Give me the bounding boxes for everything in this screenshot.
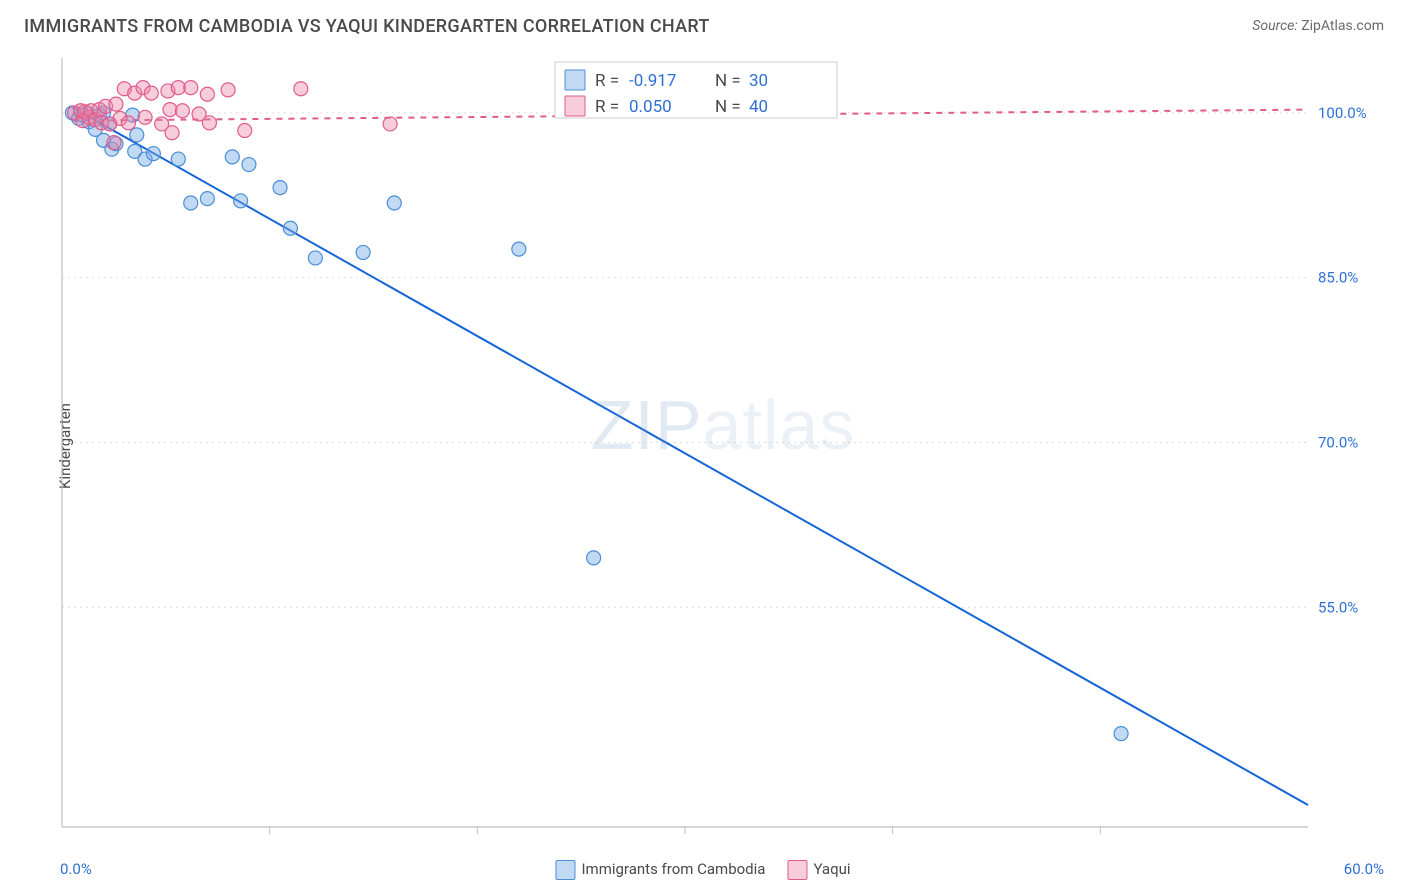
legend-swatch-cambodia	[555, 860, 575, 880]
x-axis-end-label: 60.0%	[1344, 860, 1384, 878]
svg-text:70.0%: 70.0%	[1318, 434, 1358, 452]
svg-text:N =: N =	[715, 97, 741, 117]
svg-text:N =: N =	[715, 71, 741, 91]
x-axis-origin-label: 0.0%	[60, 860, 92, 878]
svg-text:30: 30	[749, 71, 768, 91]
chart-container: IMMIGRANTS FROM CAMBODIA VS YAQUI KINDER…	[0, 0, 1406, 892]
svg-text:0.050: 0.050	[629, 97, 672, 117]
source-name: ZipAtlas.com	[1301, 18, 1384, 34]
plot-area: 55.0% 70.0% 85.0% 100.0% R = -0.917 N = 30 R = 0.…	[60, 50, 1386, 847]
legend-item-cambodia: Immigrants from Cambodia	[555, 860, 765, 880]
legend-label-cambodia: Immigrants from Cambodia	[581, 860, 765, 878]
bottom-legend: Immigrants from Cambodia Yaqui	[555, 860, 850, 880]
chart-title: IMMIGRANTS FROM CAMBODIA VS YAQUI KINDER…	[24, 16, 710, 37]
legend-swatch-yaqui	[787, 860, 807, 880]
svg-text:R =: R =	[595, 71, 619, 91]
legend-item-yaqui: Yaqui	[787, 860, 850, 880]
source-attribution: Source: ZipAtlas.com	[1252, 18, 1384, 34]
svg-text:40: 40	[749, 97, 768, 117]
source-label: Source:	[1252, 18, 1297, 34]
scatter-plot-svg: 55.0% 70.0% 85.0% 100.0% R = -0.917 N = 30 R = 0.…	[60, 50, 1386, 847]
svg-text:85.0%: 85.0%	[1318, 269, 1358, 287]
svg-text:55.0%: 55.0%	[1318, 598, 1358, 616]
legend-label-yaqui: Yaqui	[813, 860, 850, 878]
svg-text:100.0%: 100.0%	[1318, 104, 1367, 122]
svg-text:-0.917: -0.917	[629, 71, 676, 91]
svg-text:R =: R =	[595, 97, 619, 117]
